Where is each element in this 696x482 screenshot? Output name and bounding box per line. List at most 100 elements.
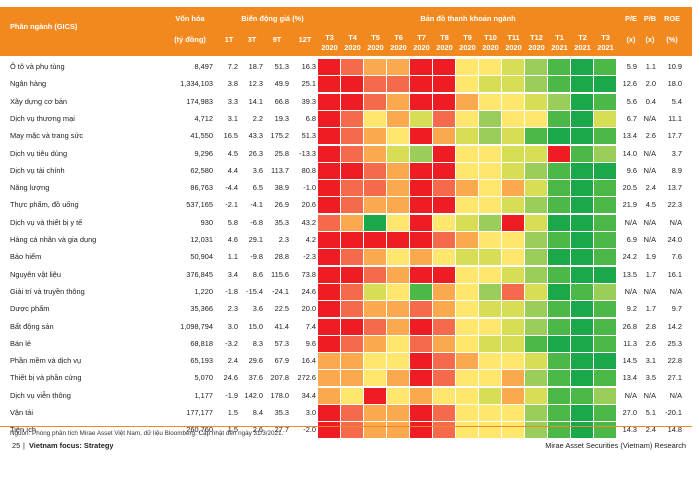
change-3t-value: 29.6 (248, 356, 263, 366)
month-label: T5 (371, 33, 380, 42)
heatmap-cell (341, 214, 363, 231)
change-3t-value: 43.3 (248, 131, 263, 141)
heatmap-cell (502, 318, 524, 335)
table-row: Vận tải 177,177 1.5 8.4 35.3 3.0 27.0 5.1 -20.1 (0, 404, 692, 421)
heatmap-cell (318, 162, 340, 179)
heatmap-cell (387, 145, 409, 162)
roe-value: 27.1 (667, 373, 682, 383)
heatmap-cell (387, 128, 409, 145)
change-3t-value: 37.6 (248, 373, 263, 383)
heatmap-cell (571, 214, 593, 231)
heatmap-cell (456, 110, 478, 127)
heatmap-cell (410, 405, 432, 421)
heatmap-cell (479, 422, 501, 439)
market-cap-value: 930 (200, 217, 213, 227)
sector-name: Bảo hiểm (10, 252, 42, 262)
market-cap-value: 65,193 (190, 356, 213, 366)
heatmap-cell (548, 387, 570, 404)
heatmap-cell (594, 214, 616, 231)
heatmap-cell (548, 197, 570, 214)
heatmap-cell (479, 180, 501, 197)
pb-value: 1.7 (645, 269, 656, 279)
heatmap-cell (548, 353, 570, 370)
change-1t-value: 3.8 (227, 79, 238, 89)
heatmap-cell (318, 422, 340, 439)
heatmap-cell (364, 318, 386, 335)
pb-value: 2.6 (645, 131, 656, 141)
heatmap-cell (548, 162, 570, 179)
year-label: 2021 (574, 43, 591, 52)
sector-name: Thực phẩm, đồ uống (10, 200, 79, 210)
heatmap-cell (410, 128, 432, 145)
heatmap-cell (318, 405, 340, 421)
heatmap-cell (479, 283, 501, 300)
header-sector: Phân ngành (GICS) (10, 22, 78, 31)
heatmap-cell (456, 405, 478, 421)
heatmap-cell (318, 197, 340, 214)
pe-value: 9.6 (626, 165, 637, 175)
pe-value: 20.5 (622, 183, 637, 193)
change-9t-value: 35.3 (274, 217, 289, 227)
heatmap-cell (479, 370, 501, 387)
heatmap-cell (548, 422, 570, 439)
change-9t-value: 115.6 (271, 269, 289, 279)
heatmap-cell (479, 318, 501, 335)
pe-value: 6.7 (626, 113, 637, 123)
pb-value: 3.1 (645, 356, 656, 366)
heatmap-cell (456, 214, 478, 231)
change-3t-value: 3.6 (252, 304, 263, 314)
heatmap-cell (456, 128, 478, 145)
pb-value: N/A (643, 165, 656, 175)
heatmap-cell (479, 353, 501, 370)
sector-name: Ngân hàng (10, 79, 47, 89)
heatmap-cell (502, 145, 524, 162)
roe-value: N/A (669, 390, 682, 400)
change-3t-value: 8.4 (252, 408, 263, 417)
heatmap-cell (433, 59, 455, 75)
heatmap-cell (502, 387, 524, 404)
change-9t-value: 22.5 (274, 304, 289, 314)
heatmap-cell (387, 110, 409, 127)
pe-value: N/A (624, 390, 637, 400)
heatmap-cell (410, 335, 432, 352)
heatmap-cell (594, 110, 616, 127)
year-label: 2020 (505, 43, 522, 52)
change-12t-value: 16.4 (301, 356, 316, 366)
heatmap-cell (525, 76, 547, 93)
heatmap-cell (502, 180, 524, 197)
heatmap-cell (456, 387, 478, 404)
heatmap-cell (387, 387, 409, 404)
heatmap-cell (571, 353, 593, 370)
heatmap-cell (318, 214, 340, 231)
heatmap-cell (594, 405, 616, 421)
heatmap-cell (548, 405, 570, 421)
heatmap-cell (410, 353, 432, 370)
heatmap-cell (571, 387, 593, 404)
pb-value: 0.4 (645, 96, 656, 106)
sector-name: Phần mềm và dịch vụ (10, 356, 82, 366)
month-label: T9 (463, 33, 472, 42)
page-number: 25 (12, 441, 21, 450)
sector-name: Dịch vụ tiêu dùng (10, 148, 68, 158)
heatmap-cell (456, 318, 478, 335)
table-row: Thiết bị và phần cứng 5,070 24.6 37.6 207.8 2… (0, 369, 692, 387)
change-12t-value: 6.8 (305, 113, 316, 123)
pb-value: 2.8 (645, 321, 656, 331)
heatmap-cell (433, 353, 455, 370)
roe-value: 16.1 (667, 269, 682, 279)
sector-name: Dịch vụ thương mại (10, 113, 75, 123)
heatmap-cell (364, 162, 386, 179)
heatmap-cell (456, 353, 478, 370)
heatmap-cell (479, 232, 501, 248)
heatmap-cell (318, 318, 340, 335)
heatmap-cell (341, 232, 363, 248)
heatmap-cell (318, 283, 340, 300)
heatmap-cell (364, 180, 386, 197)
heatmap-cell (318, 59, 340, 75)
change-12t-value: 34.4 (301, 390, 316, 400)
heatmap-cell (571, 422, 593, 439)
heatmap-cell (387, 180, 409, 197)
change-9t-value: 175.2 (270, 131, 290, 141)
header-pb-unit: (x) (645, 35, 655, 44)
footer-company: Mirae Asset Securities (Vietnam) Researc… (545, 441, 686, 450)
